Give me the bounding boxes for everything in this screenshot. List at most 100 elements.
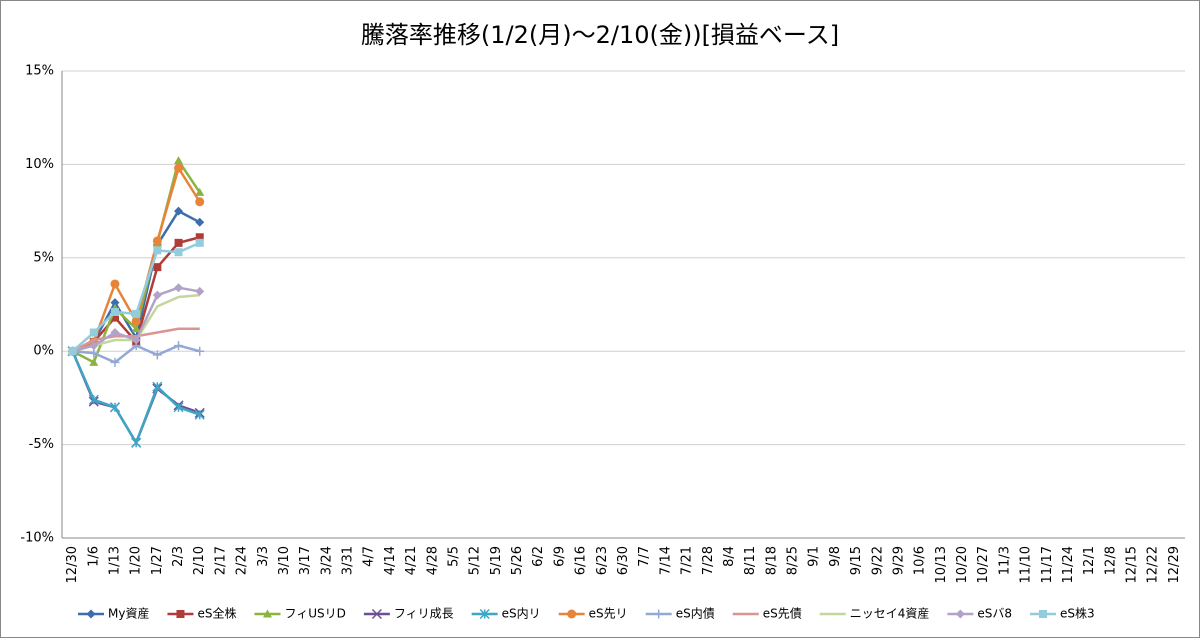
x-tick-label: 5/26 [510, 546, 525, 575]
marker [174, 283, 184, 293]
x-tick-label: 10/6 [913, 546, 928, 575]
marker [174, 341, 184, 351]
x-tick-label: 4/21 [404, 546, 419, 575]
x-tick-label: 4/14 [383, 546, 398, 575]
x-tick-label: 11/24 [1061, 546, 1076, 583]
marker [195, 217, 205, 227]
x-tick-label: 7/7 [637, 546, 652, 567]
x-tick-label: 4/28 [425, 546, 440, 575]
x-tick-label: 1/20 [129, 546, 144, 575]
x-tick-label: 10/13 [934, 546, 949, 583]
marker [195, 233, 204, 242]
marker [152, 236, 162, 246]
marker [131, 316, 141, 326]
x-tick-label: 12/1 [1082, 546, 1097, 575]
x-tick-label: 5/19 [489, 546, 504, 575]
y-tick-label: 10% [25, 157, 54, 172]
legend-marker [86, 609, 96, 619]
x-tick-label: 3/3 [256, 546, 271, 567]
legend-marker [654, 609, 664, 619]
legend-label: フィリ成長 [394, 607, 454, 621]
marker [110, 313, 119, 322]
marker [153, 246, 162, 255]
marker [194, 409, 205, 420]
x-tick-label: 12/30 [65, 546, 80, 583]
x-tick-label: 3/31 [341, 546, 356, 575]
marker [174, 156, 184, 165]
marker [152, 290, 162, 300]
x-tick-label: 6/2 [531, 546, 546, 567]
x-tick-label: 6/9 [552, 546, 567, 567]
legend-label: eS先リ [589, 607, 628, 621]
chart-title: 騰落率推移(1/2(月)～2/10(金))[損益ベース] [361, 21, 839, 49]
marker [174, 238, 183, 247]
marker [195, 346, 205, 356]
x-tick-label: 9/15 [849, 546, 864, 575]
legend-label: My資産 [108, 606, 149, 621]
marker [131, 437, 142, 448]
legend-label: eS先債 [763, 606, 802, 621]
marker [131, 324, 141, 333]
marker [174, 163, 184, 173]
marker [110, 279, 120, 289]
marker [195, 286, 205, 296]
y-tick-label: -5% [29, 437, 54, 452]
x-tick-label: 6/30 [616, 546, 631, 575]
legend-marker [567, 609, 577, 619]
x-tick-label: 3/24 [319, 546, 334, 575]
legend-marker [955, 609, 965, 619]
legend-label: ニッセイ4資産 [850, 606, 930, 621]
marker [131, 335, 141, 345]
marker [110, 307, 119, 316]
marker [110, 328, 120, 338]
x-tick-label: 7/21 [680, 546, 695, 575]
x-tick-label: 7/28 [701, 546, 716, 575]
x-tick-label: 8/25 [786, 546, 801, 575]
legend-label: eSバ8 [977, 607, 1012, 621]
x-tick-label: 11/17 [1040, 546, 1055, 583]
marker [89, 341, 99, 351]
x-tick-label: 6/16 [574, 546, 589, 575]
x-tick-label: 12/22 [1146, 546, 1161, 583]
x-tick-label: 1/27 [150, 546, 165, 575]
marker [109, 402, 121, 413]
legend-marker [479, 608, 490, 620]
legend-marker [1039, 610, 1047, 618]
legend-label: eS全株 [197, 606, 236, 621]
x-tick-label: 12/15 [1125, 546, 1140, 583]
x-tick-label: 3/17 [298, 546, 313, 575]
marker [110, 298, 120, 308]
x-tick-label: 12/8 [1103, 546, 1118, 575]
x-tick-label: 7/14 [658, 546, 673, 575]
legend-marker [262, 609, 272, 618]
x-tick-label: 2/3 [171, 546, 186, 567]
x-tick-label: 6/23 [595, 546, 610, 575]
x-tick-label: 12/29 [1167, 546, 1182, 583]
x-tick-label: 5/12 [468, 546, 483, 575]
x-tick-label: 2/24 [235, 546, 250, 575]
x-tick-label: 10/20 [955, 546, 970, 583]
marker [174, 206, 184, 216]
marker [89, 357, 99, 366]
x-tick-label: 9/8 [828, 546, 843, 567]
marker [152, 350, 162, 360]
x-tick-label: 3/10 [277, 546, 292, 575]
x-tick-label: 4/7 [362, 546, 377, 567]
x-tick-label: 11/10 [1019, 546, 1034, 583]
y-tick-label: 0% [33, 344, 54, 359]
x-tick-label: 1/6 [86, 546, 101, 567]
marker [153, 263, 162, 272]
x-tick-label: 9/29 [891, 546, 906, 575]
legend-label: eS内債 [676, 606, 715, 621]
marker [132, 309, 141, 318]
marker [173, 402, 184, 413]
marker [89, 328, 98, 337]
x-tick-label: 8/11 [743, 546, 758, 575]
x-tick-label: 10/27 [976, 546, 991, 583]
x-tick-label: 2/10 [192, 546, 207, 575]
legend-marker [176, 610, 185, 618]
marker [68, 347, 77, 356]
x-tick-label: 8/18 [764, 546, 779, 575]
x-tick-label: 9/1 [807, 546, 822, 567]
